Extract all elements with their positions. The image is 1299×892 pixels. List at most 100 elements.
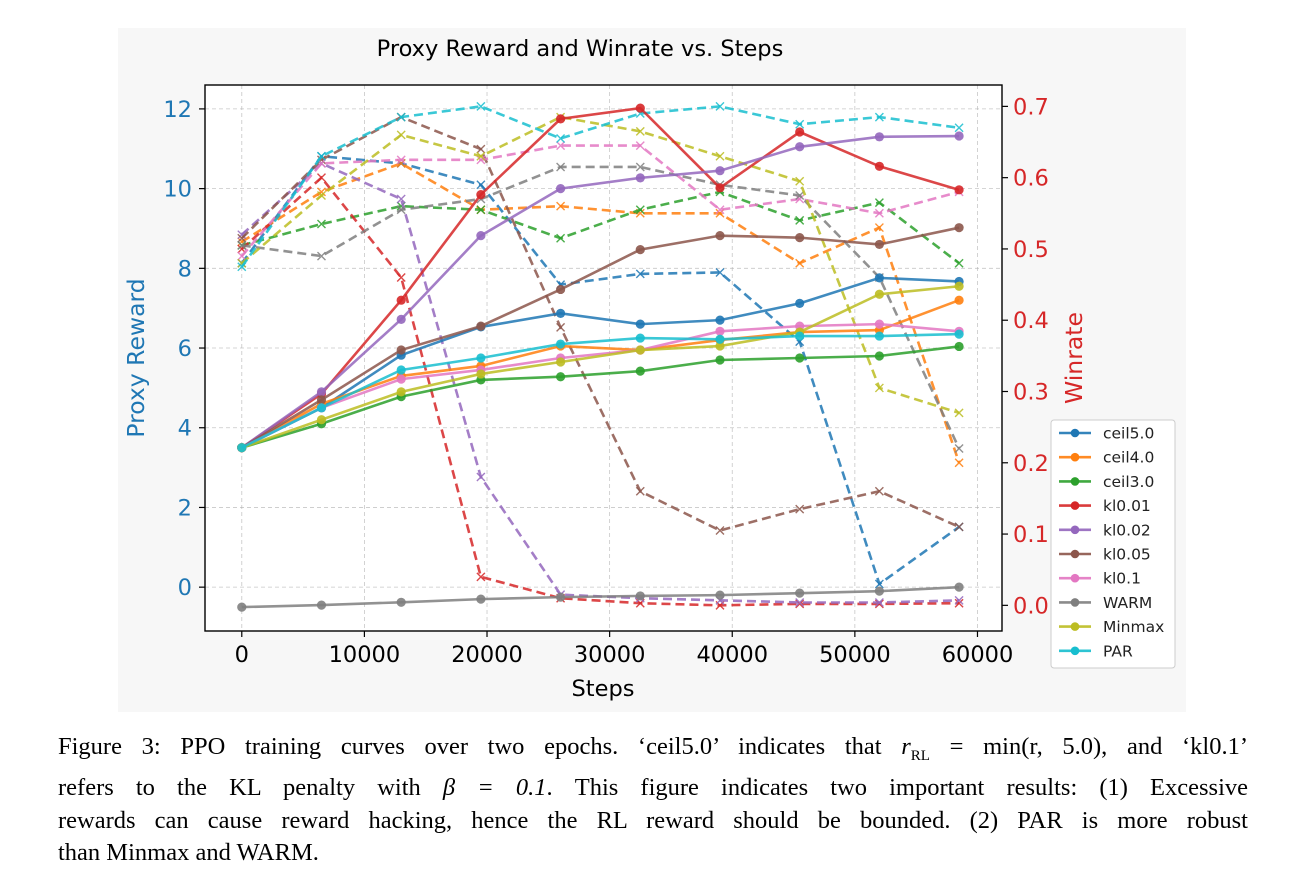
x-marker-stroke [795, 504, 805, 514]
winrate-point-PAR [316, 151, 326, 161]
winrate-point-Minmax [954, 408, 964, 418]
proxy-reward-line-WARM [241, 585, 960, 609]
winrate-line-ceil5.0 [240, 154, 960, 587]
winrate-point-ceil5.0 [476, 180, 486, 190]
x-marker-stroke [316, 219, 326, 229]
proxy-reward-point-kl0.02 [396, 314, 406, 324]
winrate-point-ceil5.0 [715, 267, 725, 277]
proxy-reward-point-kl0.05 [635, 244, 645, 255]
x-marker-stroke [874, 208, 884, 218]
y-left-tick-label: 8 [178, 256, 192, 282]
legend-marker-kl0.05 [1070, 549, 1080, 559]
winrate-point-kl0.05 [237, 233, 247, 243]
proxy-reward-point-kl0.1 [715, 326, 725, 336]
proxy-reward-point-kl0.01 [555, 114, 566, 124]
winrate-point-kl0.02 [396, 194, 406, 204]
y-left-tick-label: 10 [163, 177, 192, 203]
winrate-point-kl0.1 [556, 141, 566, 151]
proxy-reward-point-kl0.02 [795, 142, 805, 152]
x-marker-stroke [795, 215, 805, 225]
proxy-reward-point-WARM [237, 602, 247, 612]
winrate-point-Minmax [316, 190, 326, 200]
y-right-tick-label: 0.6 [1013, 166, 1049, 192]
winrate-point-kl0.05 [476, 144, 486, 154]
x-marker-stroke [874, 579, 884, 589]
proxy-reward-point-PAR [874, 331, 884, 341]
x-marker-stroke [316, 190, 326, 200]
y-left-tick-label: 6 [178, 336, 192, 362]
winrate-point-kl0.02 [476, 472, 486, 482]
winrate-point-ceil3.0 [316, 219, 326, 229]
y-right-tick-label: 0.1 [1013, 522, 1049, 548]
winrate-point-Minmax [237, 258, 247, 268]
proxy-reward-point-kl0.02 [874, 132, 884, 142]
legend-label-Minmax: Minmax [1103, 618, 1164, 636]
proxy-reward-point-kl0.01 [476, 189, 486, 200]
winrate-point-ceil3.0 [795, 215, 805, 225]
winrate-point-kl0.01 [954, 598, 964, 608]
proxy-reward-point-ceil3.0 [795, 353, 805, 363]
proxy-reward-line-ceil3.0 [241, 345, 960, 449]
x-marker-stroke [237, 230, 247, 240]
x-marker-stroke [476, 572, 486, 582]
x-marker-stroke [396, 130, 406, 140]
winrate-point-PAR [795, 119, 805, 129]
x-marker-stroke [316, 187, 326, 197]
legend-label-WARM: WARM [1103, 594, 1152, 612]
x-marker-stroke [954, 598, 964, 608]
winrate-point-kl0.01 [476, 572, 486, 582]
proxy-reward-point-ceil5.0 [635, 319, 645, 329]
y-axis-left-label: Proxy Reward [122, 278, 150, 437]
x-marker-stroke [476, 155, 486, 165]
caption-line-4: than Minmax and WARM. [58, 839, 319, 867]
y-left-tick-label: 2 [178, 495, 192, 521]
winrate-point-Minmax [476, 151, 486, 161]
x-marker-stroke [715, 205, 725, 215]
winrate-line-ceil3.0 [241, 190, 960, 265]
x-marker-stroke [954, 458, 964, 468]
legend-marker-ceil5.0 [1070, 428, 1080, 438]
winrate-point-PAR [954, 123, 964, 133]
x-marker-stroke [316, 151, 326, 161]
proxy-reward-point-kl0.01 [635, 103, 645, 113]
x-marker-stroke [556, 141, 566, 151]
x-marker-stroke [635, 208, 645, 218]
x-marker-stroke [715, 267, 725, 277]
proxy-reward-point-kl0.01 [795, 127, 805, 137]
winrate-point-ceil3.0 [556, 233, 566, 243]
x-marker-stroke [715, 526, 725, 535]
winrate-point-kl0.02 [795, 597, 805, 607]
proxy-reward-point-kl0.01 [954, 185, 964, 195]
winrate-line-kl0.1 [240, 144, 960, 257]
caption-line-1: Figure 3: PPO training curves over two e… [58, 733, 1249, 764]
proxy-reward-point-kl0.02 [715, 166, 725, 176]
y-right-tick-label: 0.4 [1013, 308, 1049, 334]
proxy-reward-point-kl0.01 [874, 161, 884, 171]
x-marker-stroke [795, 194, 805, 204]
legend-marker-kl0.01 [1070, 501, 1080, 510]
winrate-point-WARM [795, 190, 805, 200]
x-marker-stroke [476, 101, 486, 111]
x-marker-stroke [954, 444, 964, 454]
winrate-point-ceil4.0 [316, 187, 326, 197]
proxy-reward-point-Minmax [316, 415, 327, 425]
x-marker-stroke [396, 194, 406, 204]
proxy-reward-line-PAR [241, 332, 960, 449]
proxy-reward-point-Minmax [476, 369, 486, 379]
x-marker-stroke [396, 272, 406, 282]
proxy-reward-point-kl0.01 [715, 183, 725, 193]
winrate-point-PAR [396, 112, 406, 122]
x-marker-stroke [874, 597, 884, 607]
winrate-point-kl0.05 [715, 526, 725, 535]
winrate-point-WARM [237, 240, 247, 250]
x-marker-stroke [396, 201, 406, 211]
proxy-reward-point-WARM [555, 592, 566, 602]
x-marker-stroke [556, 133, 566, 143]
x-tick-label: 50000 [819, 642, 891, 668]
winrate-line-Minmax [240, 115, 960, 415]
x-marker-stroke [396, 205, 406, 215]
proxy-reward-point-Minmax [954, 281, 964, 291]
x-marker-stroke [874, 486, 884, 496]
chart-title: Proxy Reward and Winrate vs. Steps [377, 36, 784, 62]
proxy-reward-point-kl0.02 [635, 173, 645, 183]
